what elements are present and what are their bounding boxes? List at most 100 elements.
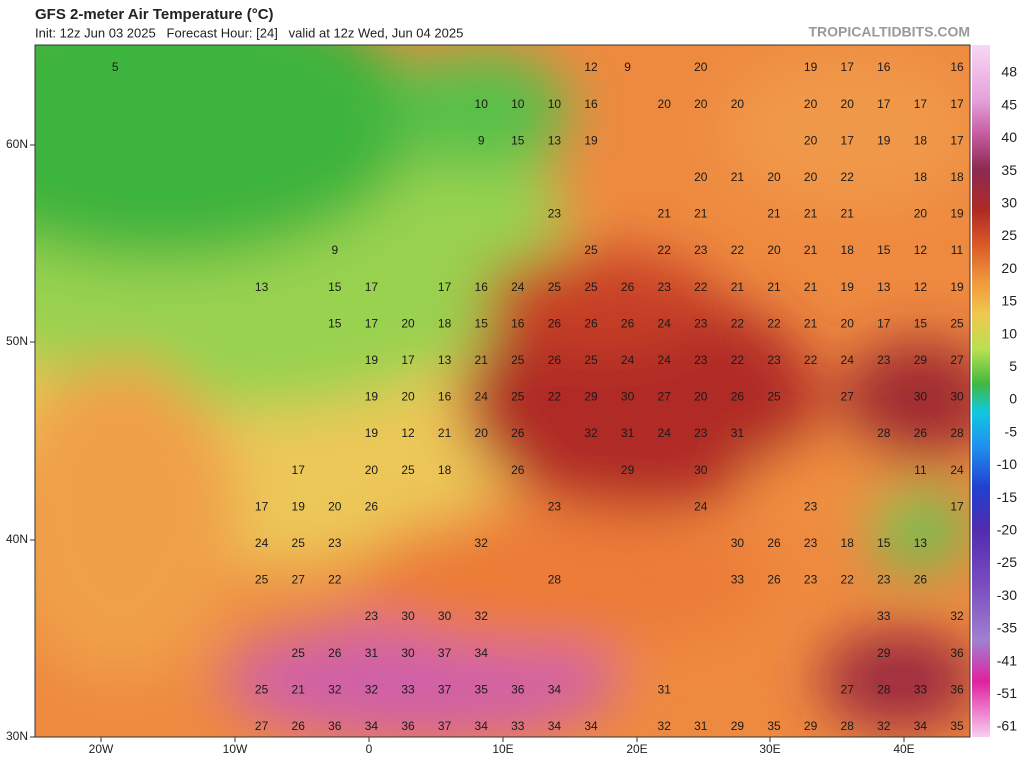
grid-value: 18 (841, 536, 855, 550)
grid-value: 17 (365, 316, 379, 330)
colorbar-label: 40 (1001, 129, 1017, 145)
grid-value: 22 (658, 243, 672, 257)
grid-value: 22 (731, 353, 745, 367)
grid-value: 17 (950, 133, 964, 147)
grid-value: 26 (548, 316, 562, 330)
grid-value: 33 (511, 719, 525, 733)
grid-value: 31 (694, 719, 708, 733)
colorbar-label: -30 (997, 587, 1017, 603)
grid-value: 17 (401, 353, 415, 367)
grid-value: 23 (694, 243, 708, 257)
grid-value: 33 (914, 682, 928, 696)
grid-value: 26 (365, 499, 379, 513)
grid-value: 25 (584, 280, 598, 294)
grid-value: 20 (401, 390, 415, 404)
grid-value: 19 (365, 353, 379, 367)
grid-value: 34 (365, 719, 379, 733)
lon-label: 20E (626, 742, 647, 756)
grid-value: 25 (255, 573, 269, 587)
grid-value: 29 (621, 463, 635, 477)
grid-value: 23 (804, 573, 818, 587)
lat-label: 60N (6, 137, 28, 151)
grid-value: 23 (804, 499, 818, 513)
grid-value: 28 (950, 426, 964, 440)
grid-value: 27 (255, 719, 269, 733)
grid-value: 16 (584, 97, 598, 111)
grid-value: 36 (328, 719, 342, 733)
grid-value: 11 (951, 243, 964, 257)
grid-value: 23 (365, 609, 379, 623)
grid-value: 12 (401, 426, 415, 440)
grid-value: 19 (841, 280, 855, 294)
grid-value: 26 (914, 426, 928, 440)
grid-value: 30 (401, 646, 415, 660)
grid-value: 32 (950, 609, 964, 623)
lon-label: 10W (223, 742, 248, 756)
grid-value: 23 (877, 353, 891, 367)
grid-value: 22 (731, 243, 745, 257)
grid-value: 29 (877, 646, 891, 660)
grid-value: 24 (658, 426, 672, 440)
colorbar-label: 20 (1001, 260, 1017, 276)
grid-value: 19 (292, 499, 306, 513)
grid-value: 32 (584, 426, 598, 440)
grid-value: 20 (658, 97, 672, 111)
grid-value: 21 (804, 316, 818, 330)
grid-value: 23 (694, 426, 708, 440)
grid-value: 20 (475, 426, 489, 440)
grid-value: 23 (694, 316, 708, 330)
grid-value: 19 (584, 133, 598, 147)
grid-value: 21 (767, 207, 781, 221)
grid-value: 15 (877, 243, 891, 257)
grid-value: 26 (584, 316, 598, 330)
grid-value: 18 (914, 170, 928, 184)
grid-value: 20 (328, 499, 342, 513)
grid-value: 30 (621, 390, 635, 404)
grid-value: 34 (548, 682, 562, 696)
grid-value: 37 (438, 646, 452, 660)
colorbar-label: -10 (997, 456, 1017, 472)
grid-value: 21 (804, 280, 818, 294)
grid-value: 26 (621, 280, 635, 294)
grid-value: 25 (511, 390, 525, 404)
grid-value: 23 (328, 536, 342, 550)
grid-value: 22 (548, 390, 562, 404)
grid-value: 17 (950, 499, 964, 513)
grid-value: 21 (731, 280, 745, 294)
grid-value: 19 (877, 133, 891, 147)
watermark: TROPICALTIDBITS.COM (808, 24, 970, 40)
colorbar-label: 25 (1001, 227, 1017, 243)
grid-value: 27 (950, 353, 964, 367)
grid-value: 31 (365, 646, 379, 660)
grid-value: 26 (292, 719, 306, 733)
colorbar-label: 15 (1001, 293, 1017, 309)
grid-value: 32 (475, 609, 489, 623)
grid-value: 23 (767, 353, 781, 367)
colorbar-label: 10 (1001, 325, 1017, 341)
colorbar (972, 45, 990, 737)
grid-value: 20 (804, 170, 818, 184)
grid-value: 20 (401, 316, 415, 330)
grid-value: 23 (804, 536, 818, 550)
grid-value: 20 (767, 170, 781, 184)
grid-value: 27 (841, 682, 855, 696)
grid-value: 22 (328, 573, 342, 587)
grid-value: 30 (914, 390, 928, 404)
grid-value: 17 (841, 60, 855, 74)
grid-value: 9 (331, 243, 338, 257)
grid-value: 22 (841, 170, 855, 184)
grid-value: 21 (731, 170, 745, 184)
grid-value: 33 (401, 682, 415, 696)
colorbar-label: -25 (997, 554, 1017, 570)
grid-value: 23 (548, 207, 562, 221)
grid-value: 36 (511, 682, 525, 696)
grid-value: 25 (511, 353, 525, 367)
grid-value: 20 (767, 243, 781, 257)
grid-value: 26 (914, 573, 928, 587)
grid-value: 28 (877, 682, 891, 696)
grid-value: 20 (694, 60, 708, 74)
grid-value: 25 (950, 316, 964, 330)
grid-value: 19 (365, 426, 379, 440)
grid-value: 32 (365, 682, 379, 696)
